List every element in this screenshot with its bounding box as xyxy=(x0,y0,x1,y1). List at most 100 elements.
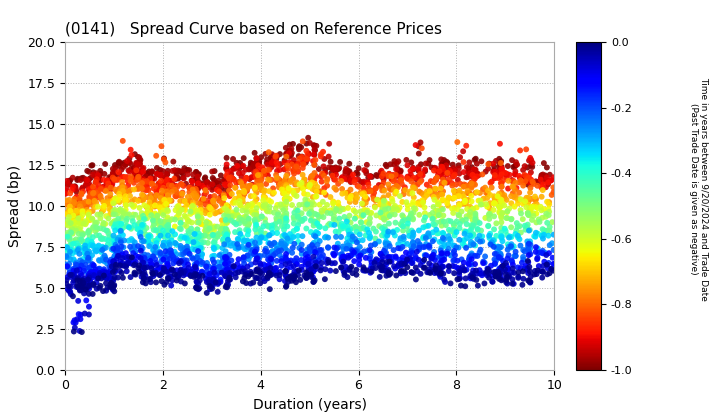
Point xyxy=(75,260,86,267)
Point xyxy=(345,234,356,241)
Point xyxy=(395,261,407,268)
Point xyxy=(153,236,164,243)
Point xyxy=(421,188,433,195)
Point xyxy=(235,178,246,185)
Point xyxy=(364,269,376,276)
Point xyxy=(220,225,232,232)
Point xyxy=(361,209,373,215)
Point xyxy=(132,243,144,249)
Point xyxy=(495,252,507,259)
Point xyxy=(283,147,294,154)
Point xyxy=(184,269,195,276)
Point xyxy=(449,194,460,201)
Point xyxy=(279,254,290,261)
Point xyxy=(74,200,86,207)
Point xyxy=(84,282,95,289)
Point xyxy=(176,169,188,176)
Point xyxy=(259,230,271,237)
Point xyxy=(84,270,95,277)
Point xyxy=(363,186,374,193)
Point xyxy=(349,176,361,183)
Point xyxy=(360,232,372,239)
Point xyxy=(197,251,208,258)
Point xyxy=(251,230,263,236)
Point xyxy=(187,255,199,262)
Point xyxy=(518,247,529,253)
Point xyxy=(141,210,153,217)
Point xyxy=(497,210,508,216)
Point xyxy=(300,181,312,187)
Point xyxy=(125,236,137,242)
Point xyxy=(248,279,259,286)
Point xyxy=(350,248,361,255)
Point xyxy=(500,271,512,278)
Point xyxy=(122,212,133,218)
Point xyxy=(91,232,102,239)
Point xyxy=(127,215,138,221)
Point xyxy=(176,206,187,213)
Point xyxy=(397,254,408,261)
Point xyxy=(87,261,99,268)
Point xyxy=(176,233,187,240)
Point xyxy=(436,250,448,257)
Point xyxy=(370,185,382,192)
Point xyxy=(464,254,475,260)
Point xyxy=(150,215,162,221)
Point xyxy=(341,176,353,183)
Point xyxy=(85,269,96,276)
Point xyxy=(496,183,508,190)
Point xyxy=(274,181,286,187)
Point xyxy=(395,261,407,268)
Point xyxy=(89,266,101,273)
Point xyxy=(292,272,304,278)
Point xyxy=(227,175,238,181)
Point xyxy=(459,267,470,273)
Point xyxy=(204,202,216,209)
Point xyxy=(514,236,526,243)
Point xyxy=(278,240,289,247)
Point xyxy=(330,165,342,172)
Point xyxy=(270,265,282,271)
Point xyxy=(377,253,389,260)
Point xyxy=(386,173,397,180)
Point xyxy=(212,269,224,276)
Point xyxy=(487,169,499,176)
Point xyxy=(302,156,313,163)
Point xyxy=(238,275,250,281)
Point xyxy=(132,254,144,260)
Point xyxy=(356,191,368,197)
Point xyxy=(364,247,375,254)
Point xyxy=(250,248,261,255)
Point xyxy=(186,192,197,199)
Point xyxy=(414,179,426,186)
Point xyxy=(238,183,249,190)
Point xyxy=(372,257,383,264)
Point xyxy=(71,236,82,243)
Point xyxy=(521,194,532,201)
Point xyxy=(117,137,129,144)
Point xyxy=(86,241,97,248)
Point xyxy=(356,251,367,257)
Point xyxy=(226,191,238,197)
Point xyxy=(480,189,492,196)
Point xyxy=(531,201,542,207)
Point xyxy=(485,179,496,186)
Point xyxy=(465,226,477,233)
Point xyxy=(406,260,418,266)
Point xyxy=(87,242,99,249)
Point xyxy=(140,257,151,264)
Point xyxy=(389,158,400,165)
Point xyxy=(505,224,517,231)
Point xyxy=(402,254,413,261)
Point xyxy=(207,281,218,288)
Point xyxy=(541,164,553,171)
Point xyxy=(203,273,215,279)
Point xyxy=(200,219,212,226)
Point xyxy=(161,171,173,178)
Point xyxy=(300,259,311,266)
Point xyxy=(120,161,131,168)
Point xyxy=(502,241,513,248)
Point xyxy=(495,166,506,173)
Point xyxy=(330,166,342,173)
Point xyxy=(261,223,273,229)
